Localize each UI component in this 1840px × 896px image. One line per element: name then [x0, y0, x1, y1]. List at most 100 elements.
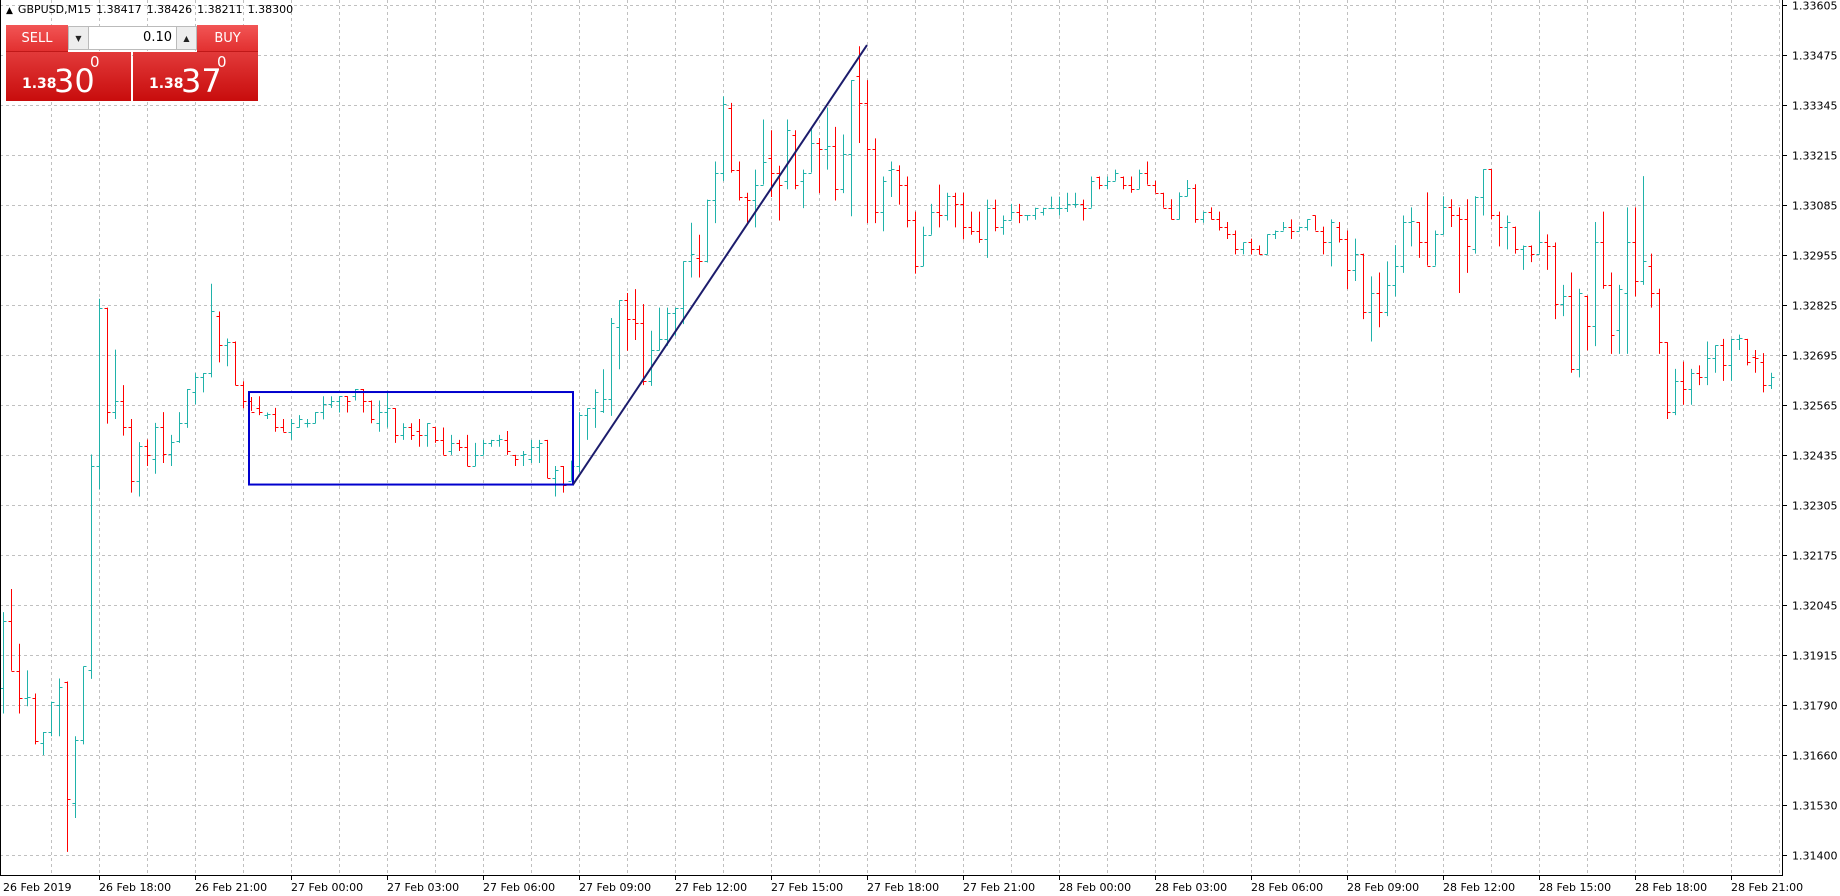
bear-bar [1664, 342, 1671, 420]
bull-bar [1400, 215, 1407, 273]
trendline-object[interactable] [572, 44, 868, 486]
bull-bar [264, 412, 271, 420]
buy-button[interactable]: BUY [197, 25, 258, 52]
bull-bar [1000, 215, 1007, 235]
bull-bar [600, 369, 607, 413]
bear-bar [696, 234, 703, 278]
bull-bar [592, 389, 599, 428]
bear-bar [1016, 203, 1023, 224]
time-axis[interactable]: 26 Feb 2019 26 Feb 18:00 26 Feb 21:00 27 Fe… [3, 875, 1803, 894]
bull-bar [56, 678, 63, 737]
time-label: 28 Feb 00:00 [1059, 881, 1131, 894]
bull-bar [312, 412, 319, 424]
time-label: 28 Feb 12:00 [1443, 881, 1515, 894]
sell-price-button[interactable]: 1.38 30 0 [6, 52, 131, 101]
bear-bar [1496, 211, 1503, 247]
time-label: 28 Feb 18:00 [1635, 881, 1707, 894]
collapse-arrow-icon[interactable]: ▲ [6, 6, 13, 16]
bear-bar [1744, 338, 1751, 366]
bull-bar [384, 392, 391, 428]
drawn-objects[interactable] [248, 44, 868, 486]
bull-bar [1432, 230, 1439, 267]
bull-bar [536, 439, 543, 463]
bear-bar [856, 46, 863, 144]
bull-bar [760, 119, 767, 186]
buy-price-button[interactable]: 1.38 37 0 [133, 52, 258, 101]
bull-bar [1704, 341, 1711, 386]
bear-bar [1528, 245, 1535, 263]
bear-bar [1512, 226, 1519, 254]
time-label: 28 Feb 21:00 [1731, 881, 1803, 894]
time-label: 27 Feb 21:00 [963, 881, 1035, 894]
price-axis[interactable]: 1.33605 1.33475 1.33345 1.33215 1.33085 1.329… [1782, 0, 1838, 863]
bull-bar [1104, 176, 1111, 190]
increase-lot-button[interactable]: ▲ [176, 27, 196, 49]
time-label: 26 Feb 18:00 [99, 881, 171, 894]
bear-bar [904, 176, 911, 228]
bull-bar [0, 612, 7, 714]
bear-bar [544, 439, 551, 479]
bear-bar [1416, 222, 1423, 258]
bear-bar [736, 161, 743, 201]
bear-bar [128, 419, 135, 493]
bull-bar [424, 423, 431, 447]
bear-bar [1656, 288, 1663, 354]
bear-bar [1344, 230, 1351, 290]
sell-price-prefix: 1.38 [22, 76, 57, 92]
decrease-lot-button[interactable]: ▼ [69, 27, 89, 49]
bull-bar [40, 732, 47, 756]
close-price: 1.38300 [247, 3, 294, 16]
price-label: 1.32435 [1792, 450, 1838, 463]
time-label: 27 Feb 00:00 [291, 881, 363, 894]
bull-bar [784, 119, 791, 190]
bear-bar [1376, 272, 1383, 328]
bull-bar [608, 318, 615, 416]
bull-bar [320, 396, 327, 420]
bull-bar [1296, 226, 1303, 232]
bear-bar [872, 138, 879, 224]
bear-bar [1192, 184, 1199, 223]
time-label: 28 Feb 15:00 [1539, 881, 1611, 894]
bull-bar [1384, 261, 1391, 317]
bull-bar [752, 169, 759, 228]
bull-bar [720, 96, 727, 182]
bull-bar [1088, 176, 1095, 209]
lot-size-stepper[interactable]: ▼ 0.10 ▲ [68, 26, 197, 50]
bull-bar [840, 134, 847, 194]
open-price: 1.38417 [96, 3, 142, 16]
lot-size-input[interactable]: 0.10 [143, 30, 172, 45]
bull-bar [800, 169, 807, 209]
bull-bar [1728, 338, 1735, 381]
bull-bar [304, 419, 311, 428]
bull-bar [1768, 372, 1775, 389]
price-label: 1.32305 [1792, 500, 1838, 513]
price-label: 1.32955 [1792, 250, 1838, 263]
bull-bar [1368, 276, 1375, 342]
bull-bar [1272, 230, 1279, 239]
symbol-timeframe: GBPUSD,M15 [17, 3, 92, 16]
buy-price-pips: 37 [181, 62, 222, 100]
bull-bar [552, 466, 559, 497]
bull-bar [1112, 169, 1119, 182]
bull-bar [1304, 219, 1311, 231]
bear-bar [1120, 176, 1127, 190]
bear-bar [744, 192, 751, 223]
time-label: 28 Feb 03:00 [1155, 881, 1227, 894]
time-label: 27 Feb 09:00 [579, 881, 651, 894]
bull-bar [824, 107, 831, 170]
rectangle-object[interactable] [248, 391, 574, 486]
sell-button[interactable]: SELL [6, 25, 68, 52]
time-label: 27 Feb 18:00 [867, 881, 939, 894]
bull-bar [1688, 368, 1695, 405]
bull-bar [1072, 192, 1079, 208]
bull-bar [448, 434, 455, 455]
bear-bar [1552, 242, 1559, 320]
bear-bar [440, 427, 447, 456]
bull-bar [1184, 180, 1191, 197]
bear-bar [1320, 226, 1327, 255]
bull-bar [80, 666, 87, 745]
bear-bar [728, 102, 735, 173]
bear-bar [1224, 222, 1231, 239]
buy-price-prefix: 1.38 [149, 76, 184, 92]
